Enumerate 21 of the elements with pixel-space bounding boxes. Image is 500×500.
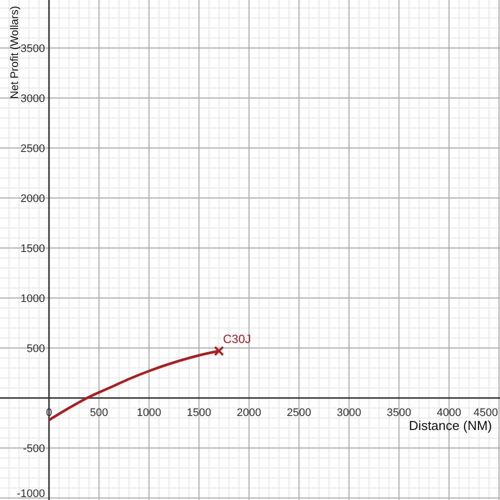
y-tick-label: 1500 [20,243,45,255]
x-tick-label: 500 [90,407,108,419]
x-tick-label: 4000 [436,407,462,419]
y-tick-label: 500 [26,343,45,355]
y-tick-label: 3500 [20,43,45,55]
x-tick-label: 3500 [386,407,412,419]
y-tick-label: 1000 [20,293,45,305]
y-tick-label: 3000 [20,93,45,105]
y-tick-label: 2000 [20,193,45,205]
x-tick-label: 3000 [336,407,362,419]
y-tick-label: 2500 [20,143,45,155]
x-tick-label: 1500 [186,407,212,419]
x-tick-label: 2000 [236,407,262,419]
x-tick-label: 1000 [136,407,162,419]
x-tick-label: 4500 [474,407,498,419]
x-tick-label: 2500 [286,407,312,419]
x-axis-title: Distance (NM) [408,418,492,433]
y-tick-label: -1000 [16,488,45,500]
y-axis-title: Net Profit (Wollars) [9,6,21,99]
y-tick-label: -500 [22,443,45,455]
series-label: C30J [223,332,252,346]
